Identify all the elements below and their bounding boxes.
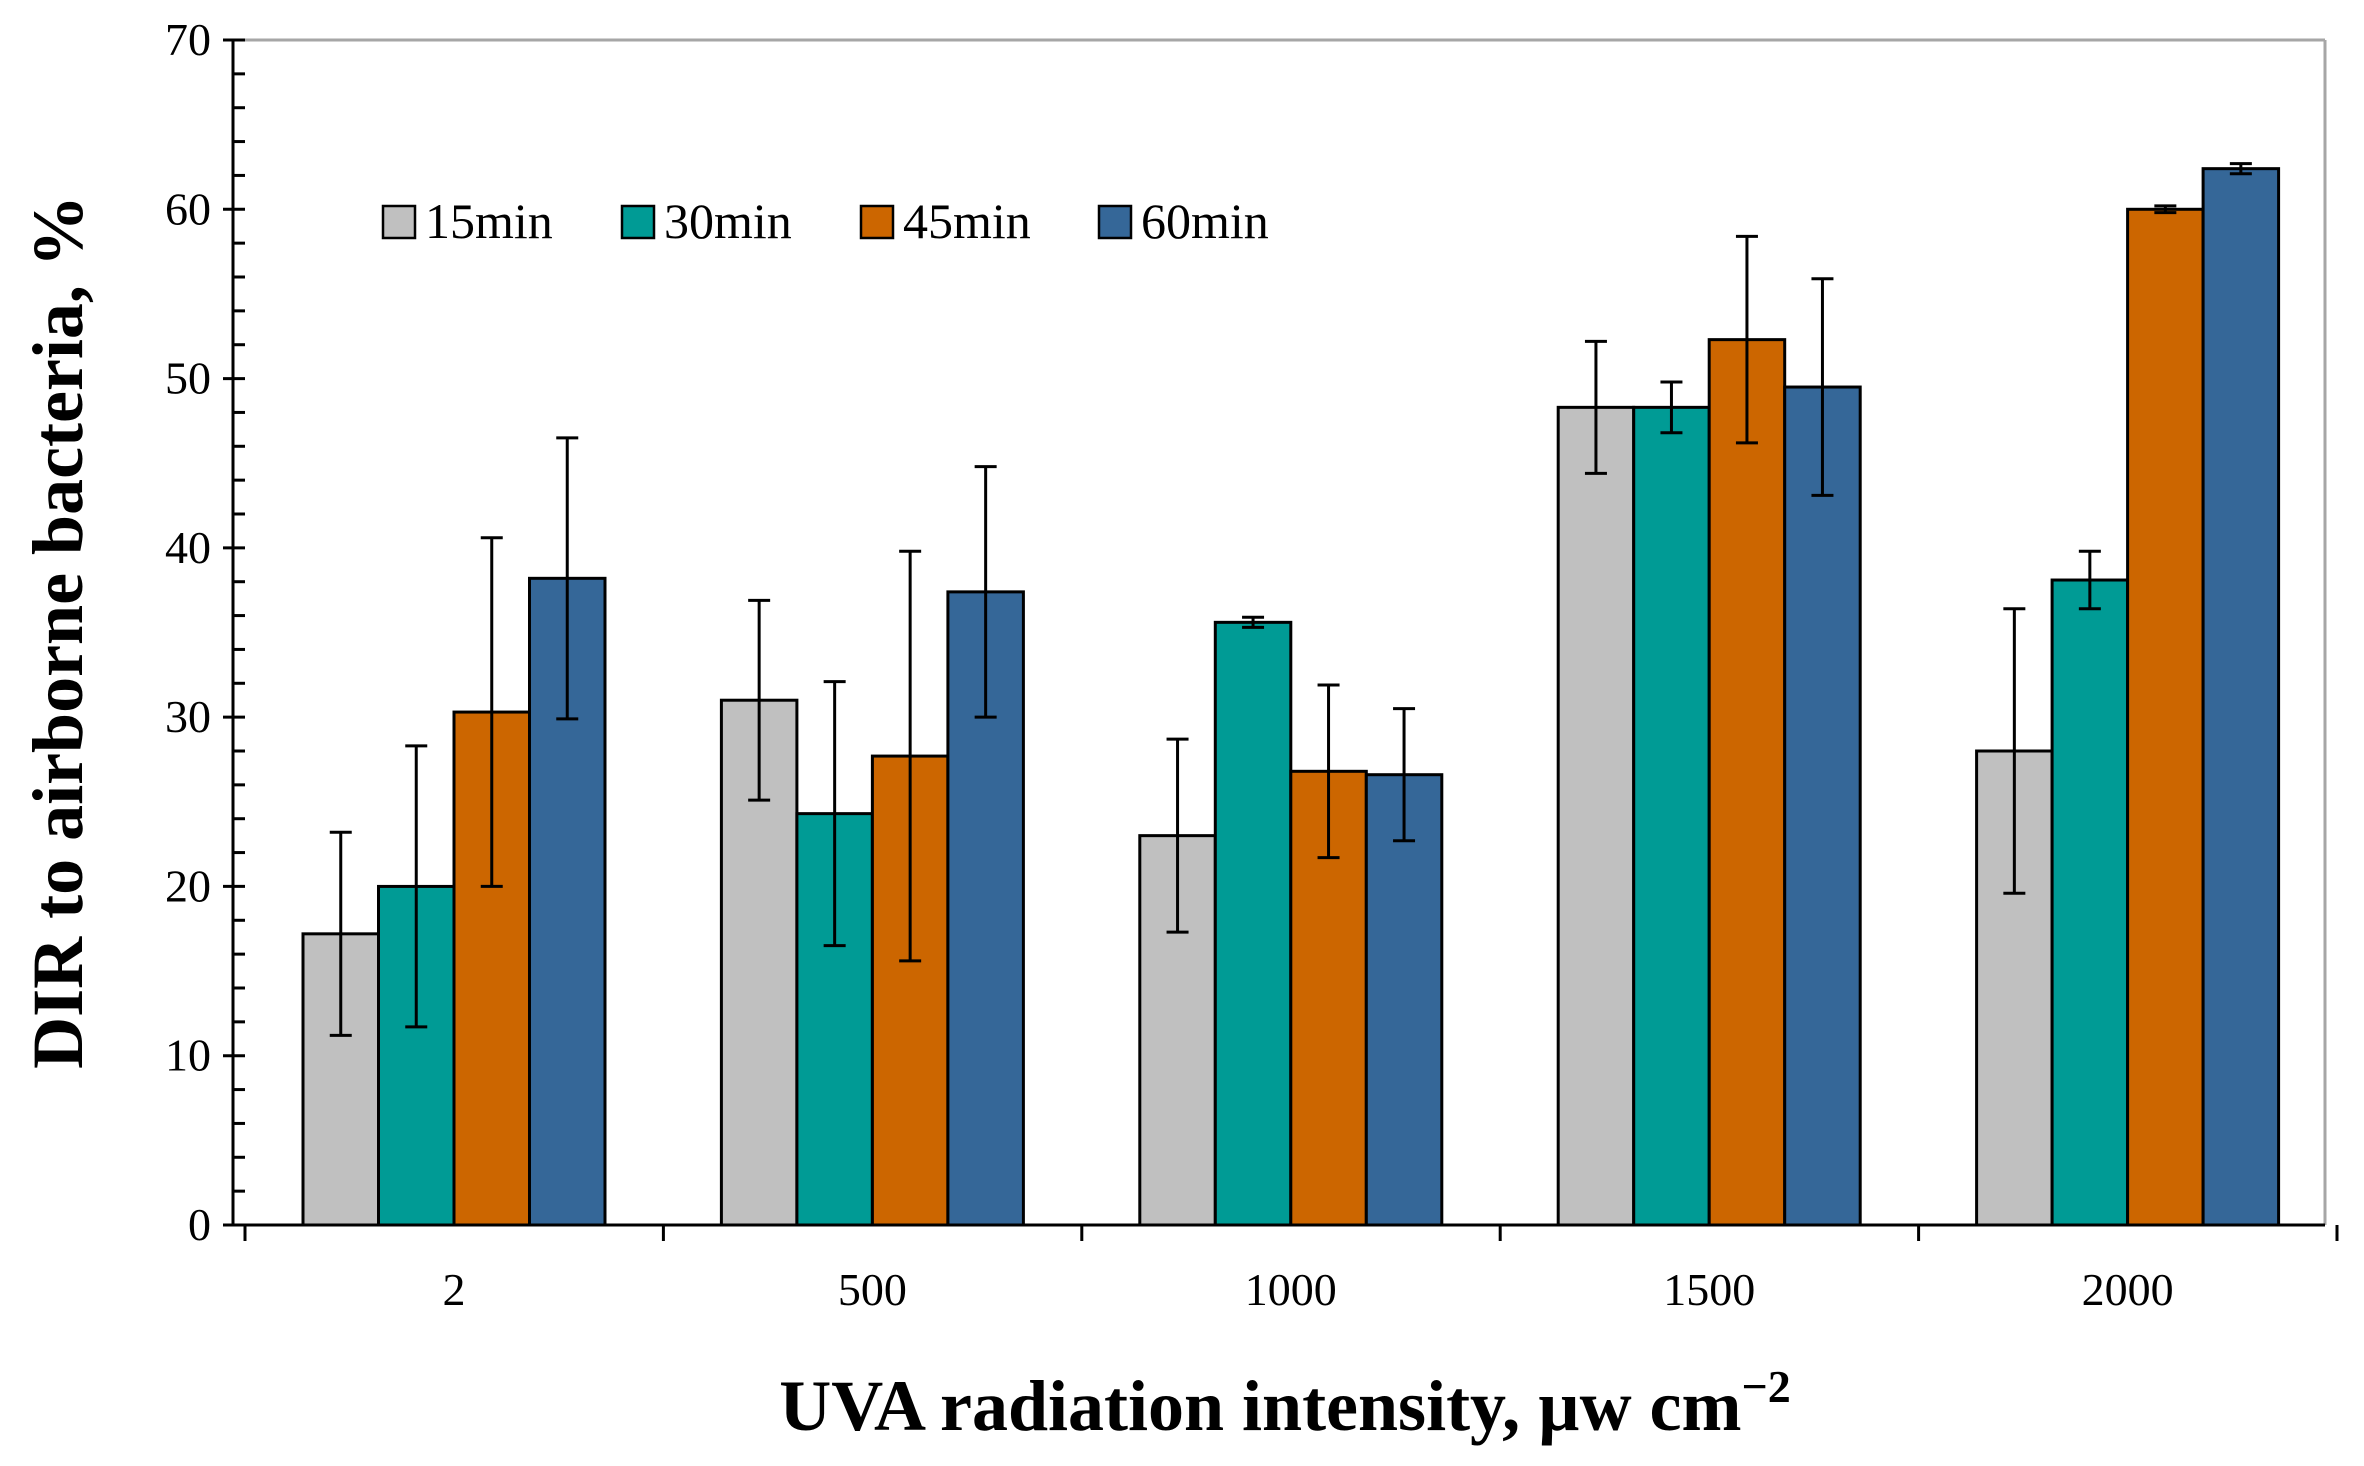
bar-30min-2000 <box>2050 578 2130 1227</box>
x-axis-title-text: UVA radiation intensity, µw cm <box>779 1366 1741 1446</box>
x-tick-label: 1000 <box>1245 1264 1337 1315</box>
legend-label-60min: 60min <box>1141 193 1269 249</box>
y-tick-label: 30 <box>165 691 211 742</box>
y-tick-label: 50 <box>165 353 211 404</box>
x-tick-label: 2 <box>443 1264 466 1315</box>
y-tick-label: 10 <box>165 1030 211 1081</box>
y-tick-label: 70 <box>165 14 211 65</box>
x-tick-label: 2000 <box>2082 1264 2174 1315</box>
legend-label-15min: 15min <box>425 193 553 249</box>
bar-30min-1500 <box>1632 405 1711 1227</box>
x-axis-title: UVA radiation intensity, µw cm−2 <box>779 1361 1790 1446</box>
legend-label-45min: 45min <box>903 193 1031 249</box>
y-axis-title: DIR to airborne bacteria, % <box>18 195 98 1069</box>
bar-60min-2000 <box>2201 167 2281 1227</box>
x-tick-label: 500 <box>838 1264 907 1315</box>
bar-45min-2000 <box>2126 207 2205 1227</box>
y-tick-label: 0 <box>188 1199 211 1250</box>
error-bars-layer <box>329 162 2252 1037</box>
plot-area <box>233 38 2327 1225</box>
bar-45min-1500 <box>1707 338 1787 1227</box>
x-axis-title-superscript: −2 <box>1742 1361 1791 1412</box>
bar-60min-1500 <box>1783 385 1862 1227</box>
bar-15min-1500 <box>1556 405 1636 1227</box>
y-tick-label: 40 <box>165 522 211 573</box>
legend-swatch-15min <box>381 204 417 240</box>
legend-swatch-30min <box>620 204 656 240</box>
bar-60min-1000 <box>1364 773 1444 1227</box>
legend-swatch-45min <box>859 204 895 240</box>
legend-label-30min: 30min <box>664 193 792 249</box>
bars-layer <box>301 167 2281 1227</box>
x-tick-label: 1500 <box>1663 1264 1755 1315</box>
bar-30min-1000 <box>1213 620 1293 1227</box>
legend-swatch-60min <box>1097 204 1133 240</box>
legend: 15min 30min 45min 60min <box>381 193 1269 249</box>
y-tick-label: 20 <box>165 860 211 911</box>
y-tick-label: 60 <box>165 183 211 234</box>
axes-layer: 0 10 20 30 40 50 60 70 2 500 1000 1500 2000 <box>165 14 2339 1315</box>
